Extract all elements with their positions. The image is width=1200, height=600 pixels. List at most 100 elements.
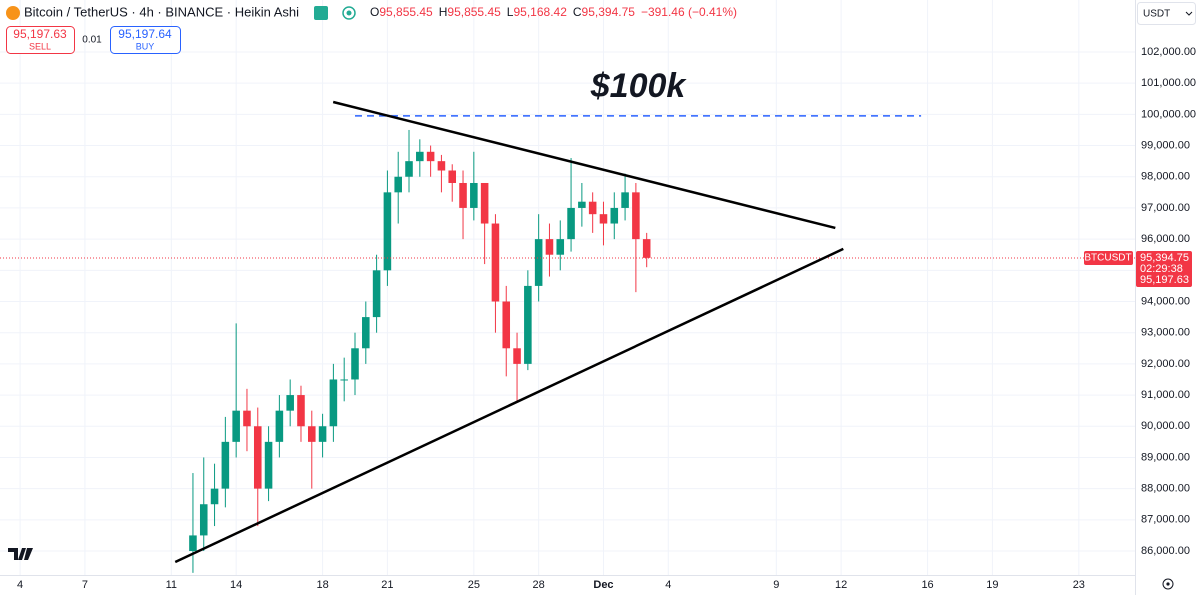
symbol-line: Bitcoin / TetherUS · 4h · BINANCE · Heik… — [24, 4, 299, 19]
y-tick-label: 91,000.00 — [1141, 389, 1190, 401]
buy-button[interactable] — [110, 26, 181, 54]
spread: 0.01 — [82, 35, 102, 46]
candle-body — [513, 348, 521, 364]
ohlc-key: H — [439, 5, 448, 19]
candle-body — [340, 379, 348, 381]
buy-label: BUY — [136, 41, 155, 51]
candle-body — [502, 301, 511, 349]
currency-select[interactable] — [1137, 2, 1196, 25]
bid-label: 95,197.63 — [1140, 274, 1189, 286]
candle-body — [480, 182, 489, 224]
candle-body — [534, 239, 543, 286]
candle-body — [599, 214, 608, 224]
candle-body — [308, 426, 316, 442]
candle-body — [199, 504, 208, 536]
status-icon — [342, 6, 356, 20]
y-tick-label: 94,000.00 — [1141, 295, 1190, 307]
y-tick-label: 92,000.00 — [1141, 358, 1190, 370]
price-tag — [1136, 251, 1192, 288]
x-tick-label: 23 — [1073, 579, 1085, 591]
sell-label: SELL — [29, 41, 51, 51]
candle-body — [556, 239, 565, 255]
candle-body — [621, 192, 629, 208]
x-tick-label: 11 — [166, 579, 177, 591]
ohlc-key: L — [507, 5, 514, 19]
candle-body — [329, 379, 338, 427]
x-tick-label: 18 — [316, 579, 328, 591]
y-tick-label: 87,000.00 — [1141, 514, 1190, 526]
ohlc-value: −391.46 (−0.41%) — [641, 5, 737, 19]
y-tick-label: 89,000.00 — [1141, 451, 1190, 463]
x-tick-label: 25 — [468, 579, 480, 591]
candle-body — [437, 161, 446, 171]
ohlc-value: 95,855.45 — [447, 5, 501, 19]
logo — [8, 548, 33, 560]
y-tick-label: 88,000.00 — [1141, 483, 1190, 495]
x-tick-label: 7 — [82, 579, 88, 591]
candle-body — [405, 161, 413, 177]
candle-body — [524, 285, 532, 364]
candle-body — [448, 170, 457, 183]
trend-line — [174, 247, 844, 564]
x-tick-label: 21 — [381, 579, 393, 591]
candle-body — [286, 395, 294, 411]
candle-body — [470, 182, 478, 208]
settings-icon[interactable] — [1162, 578, 1174, 590]
ohlc-value: 95,168.42 — [513, 5, 567, 19]
candle-body — [383, 192, 392, 271]
coin-icon — [6, 6, 20, 20]
x-tick-label: 14 — [230, 579, 242, 591]
x-tick-label: 16 — [921, 579, 933, 591]
plot: $100k — [0, 67, 1135, 573]
y-tick-label: 93,000.00 — [1141, 327, 1190, 339]
buy-price: 95,197.64 — [118, 27, 172, 41]
candle-body — [610, 207, 619, 224]
sell-button[interactable] — [6, 26, 75, 54]
ohlc-key: O — [370, 5, 379, 19]
ohlc-key: C — [573, 5, 582, 19]
candle-body — [588, 201, 597, 215]
candle-body — [632, 192, 640, 240]
candle-body — [264, 441, 273, 489]
candle-body — [232, 410, 240, 442]
candle-body — [578, 201, 586, 208]
y-tick-label: 98,000.00 — [1141, 171, 1190, 183]
ohlc-value: 95,855.45 — [379, 5, 433, 19]
candle-body — [491, 223, 500, 302]
candle-body — [545, 239, 554, 255]
y-tick-label: 96,000.00 — [1141, 233, 1190, 245]
candle-body — [351, 348, 359, 380]
candle-body — [243, 410, 251, 427]
y-tick-label: 90,000.00 — [1141, 420, 1190, 432]
candle-body — [567, 207, 575, 240]
candle-body — [297, 395, 305, 427]
candle-body — [459, 182, 467, 208]
y-tick-label: 86,000.00 — [1141, 545, 1190, 557]
candle-body — [426, 151, 435, 162]
candle-body — [362, 317, 370, 349]
x-tick-label: 28 — [533, 579, 545, 591]
axes: 86,000.00 87,000.00 88,000.00 89,000.00 90,0… — [17, 46, 1196, 591]
x-tick-label: 4 — [665, 579, 671, 591]
candle-body — [210, 488, 219, 505]
x-tick-label: 12 — [835, 579, 847, 591]
symbol-tag — [1084, 251, 1133, 266]
y-tick-label: 100,000.00 — [1141, 108, 1196, 120]
candle-body — [253, 426, 262, 489]
ohlc-header: O 95,855.45 H 95,855.45 L 95,168.42 C 95,394.75… — [370, 5, 737, 19]
ohlc-value: 95,394.75 — [582, 5, 636, 19]
countdown: 02:29:38 — [1140, 263, 1183, 275]
x-tick-label: Dec — [593, 579, 613, 591]
trend-line — [332, 100, 836, 230]
sell-price: 95,197.63 — [13, 27, 67, 41]
currency: USDT — [1143, 9, 1170, 20]
x-tick-label: 19 — [986, 579, 998, 591]
flag-icon[interactable] — [314, 6, 328, 20]
symbol-tag-label: BTCUSDT — [1084, 253, 1131, 264]
candle-body — [189, 535, 197, 552]
annotation: $100k — [590, 67, 688, 105]
y-tick-label: 102,000.00 — [1141, 46, 1196, 58]
y-tick-label: 99,000.00 — [1141, 139, 1190, 151]
